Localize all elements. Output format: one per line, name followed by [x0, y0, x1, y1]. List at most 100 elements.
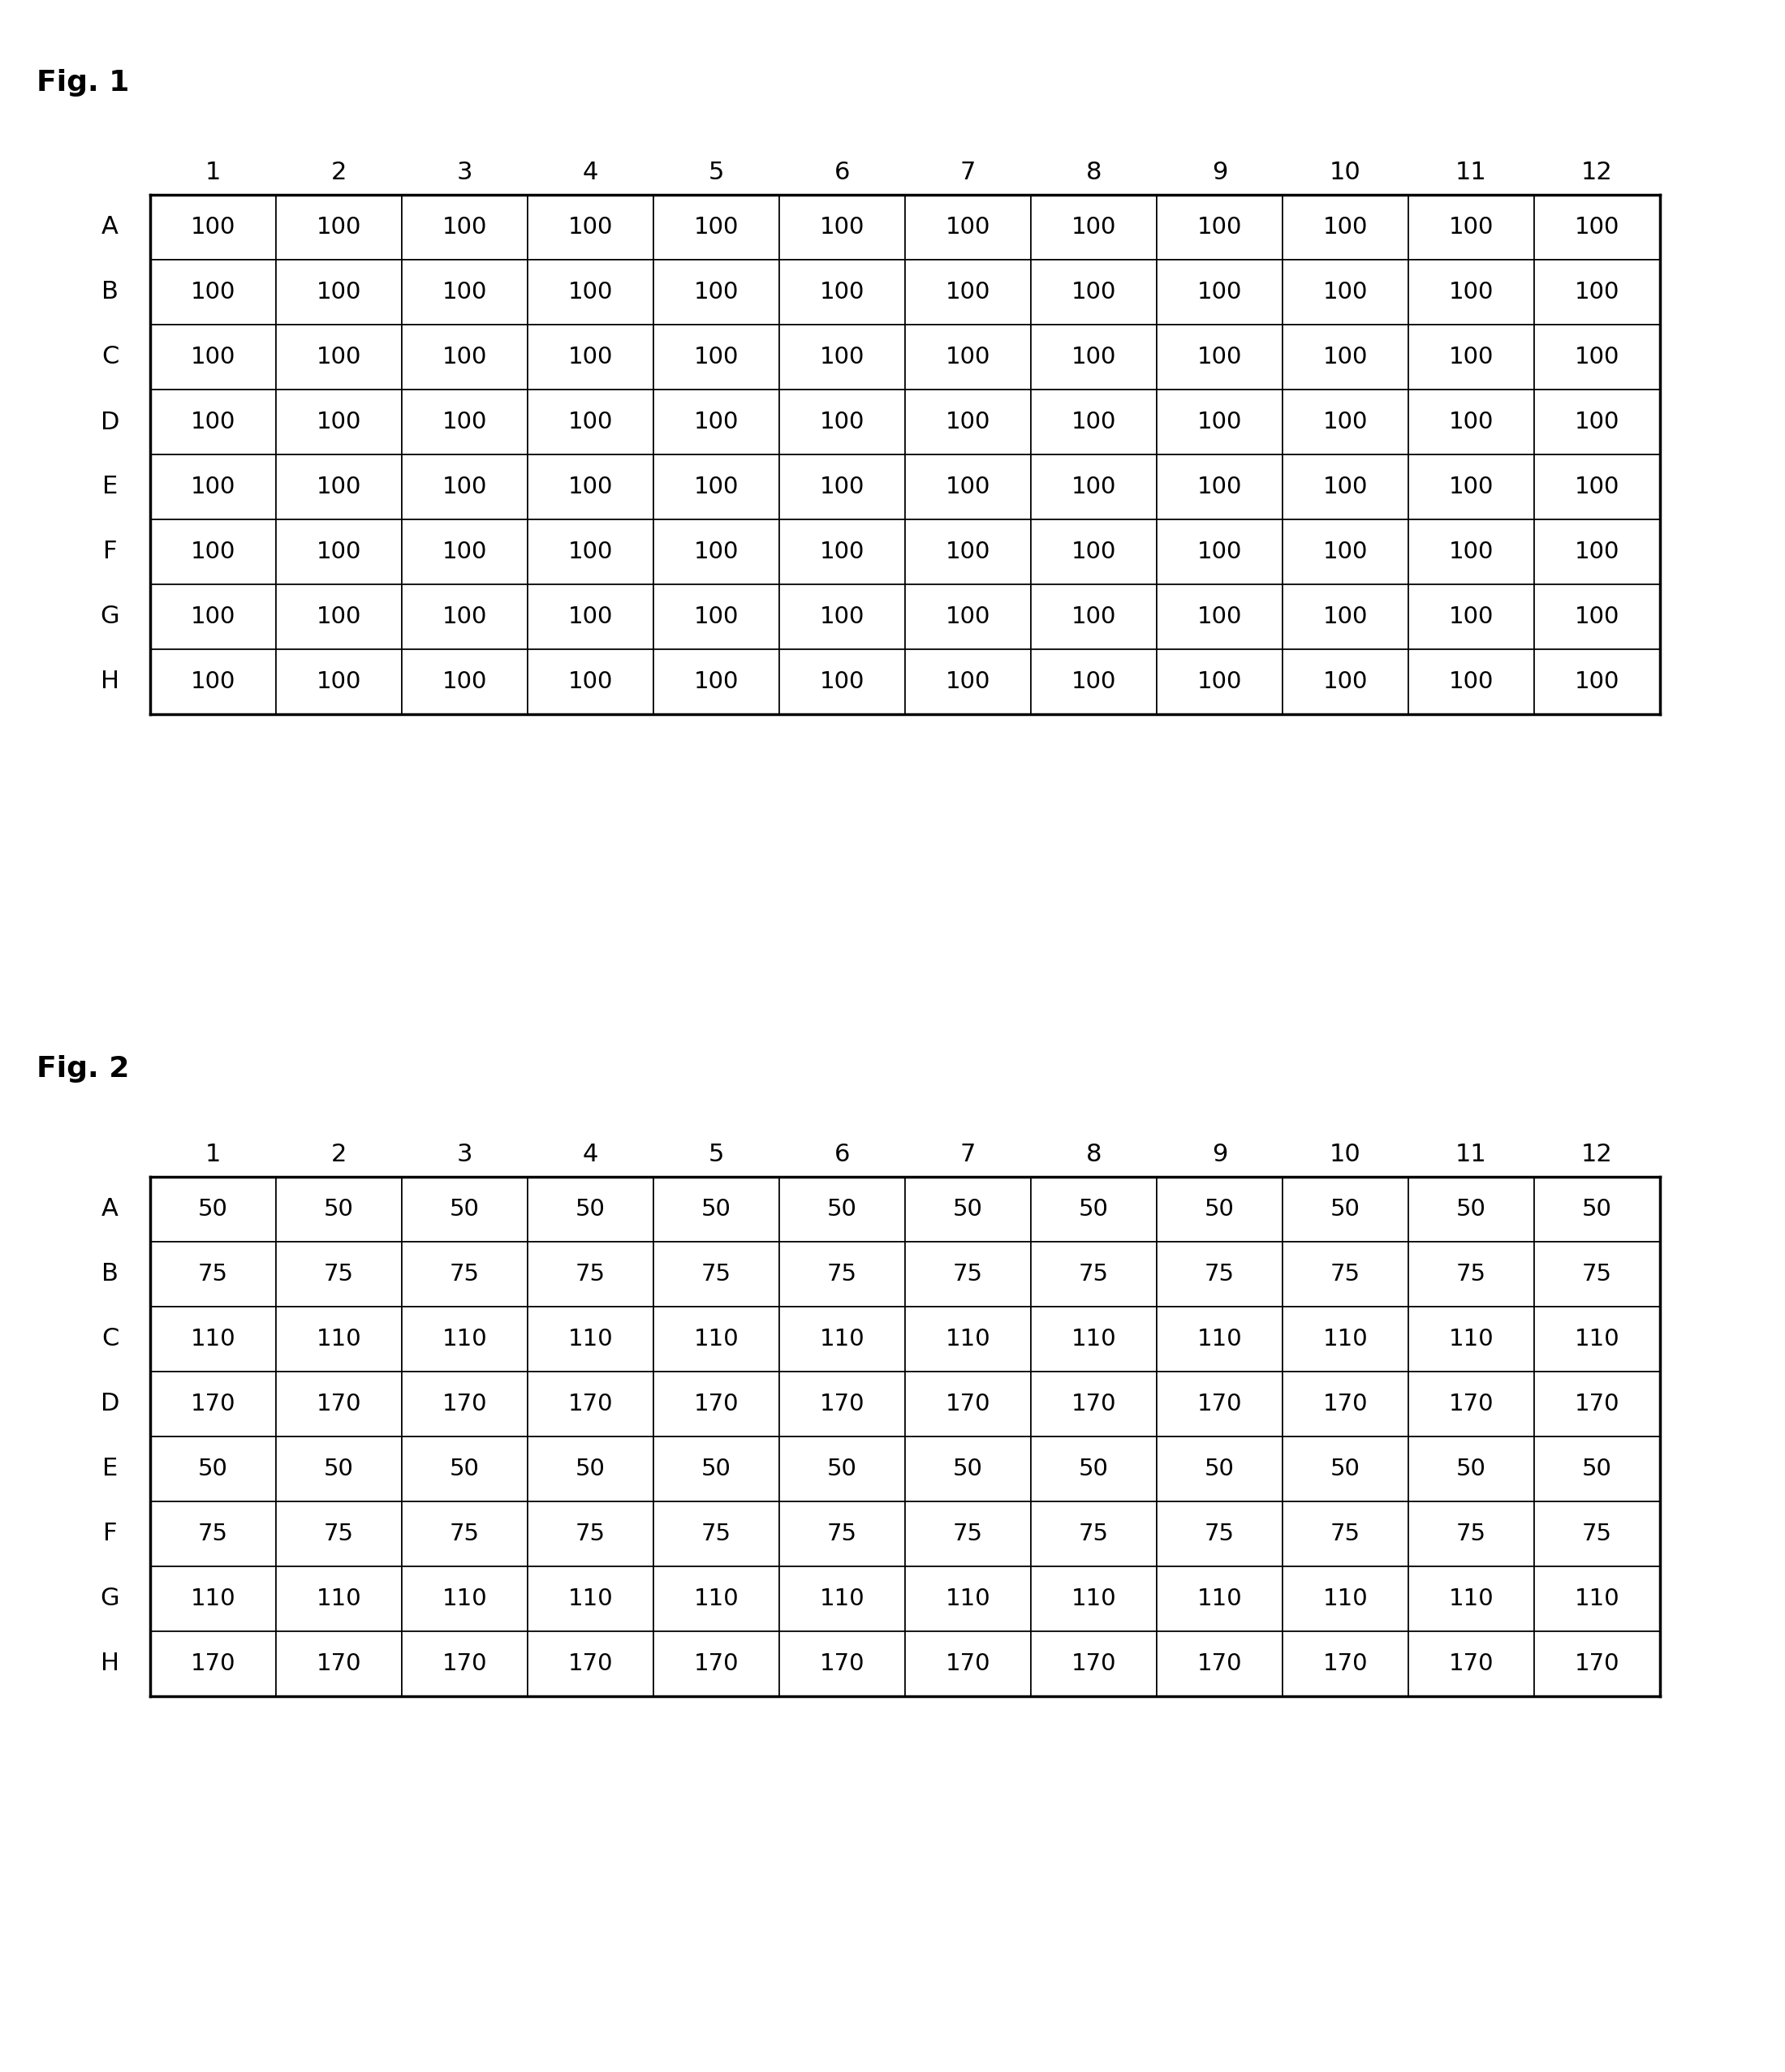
- Text: 9: 9: [1212, 162, 1228, 184]
- Text: 100: 100: [1449, 477, 1494, 499]
- Text: Fig. 2: Fig. 2: [36, 1055, 129, 1084]
- Text: 75: 75: [1582, 1262, 1612, 1285]
- Text: 2: 2: [330, 1144, 346, 1167]
- Text: 50: 50: [575, 1198, 605, 1220]
- Text: 75: 75: [1205, 1523, 1235, 1546]
- Text: 75: 75: [1078, 1523, 1108, 1546]
- Text: 4: 4: [582, 162, 598, 184]
- Text: G: G: [100, 1587, 120, 1610]
- Text: 110: 110: [1323, 1587, 1367, 1610]
- Text: 170: 170: [191, 1392, 236, 1415]
- Text: 100: 100: [946, 346, 991, 369]
- Text: 50: 50: [198, 1198, 228, 1220]
- Text: 50: 50: [953, 1198, 984, 1220]
- Text: 100: 100: [1574, 346, 1619, 369]
- Text: 100: 100: [568, 282, 612, 303]
- Text: 100: 100: [694, 541, 739, 564]
- Text: 100: 100: [694, 671, 739, 694]
- Text: 50: 50: [575, 1457, 605, 1479]
- Text: 75: 75: [1330, 1523, 1360, 1546]
- Text: 10: 10: [1330, 162, 1362, 184]
- Text: 50: 50: [323, 1457, 353, 1479]
- Text: 170: 170: [1574, 1392, 1619, 1415]
- Text: 100: 100: [191, 605, 236, 628]
- Text: 100: 100: [946, 477, 991, 499]
- Text: D: D: [100, 1392, 120, 1415]
- Text: 100: 100: [443, 282, 487, 303]
- Text: 100: 100: [946, 215, 991, 238]
- Text: 170: 170: [1449, 1651, 1494, 1674]
- Text: 170: 170: [1323, 1392, 1367, 1415]
- Text: 100: 100: [443, 346, 487, 369]
- Text: 50: 50: [1330, 1198, 1360, 1220]
- Text: 100: 100: [568, 541, 612, 564]
- Text: 170: 170: [1574, 1651, 1619, 1674]
- Text: 100: 100: [443, 671, 487, 694]
- Text: 100: 100: [694, 346, 739, 369]
- Text: 170: 170: [1071, 1392, 1116, 1415]
- Text: 100: 100: [694, 477, 739, 499]
- Text: 170: 170: [443, 1392, 487, 1415]
- Text: 100: 100: [819, 605, 864, 628]
- Text: 7: 7: [960, 162, 976, 184]
- Text: 100: 100: [191, 671, 236, 694]
- Text: 110: 110: [1323, 1328, 1367, 1351]
- Text: B: B: [102, 1262, 118, 1287]
- Text: 100: 100: [316, 215, 361, 238]
- Text: 75: 75: [323, 1523, 353, 1546]
- Text: 170: 170: [946, 1651, 991, 1674]
- Text: 100: 100: [1449, 346, 1494, 369]
- Text: 110: 110: [1449, 1328, 1494, 1351]
- Text: 50: 50: [1457, 1198, 1487, 1220]
- Text: B: B: [102, 280, 118, 305]
- Text: 110: 110: [191, 1328, 236, 1351]
- Text: 100: 100: [1574, 282, 1619, 303]
- Text: 100: 100: [191, 282, 236, 303]
- Text: 100: 100: [443, 215, 487, 238]
- Text: 100: 100: [1071, 410, 1116, 433]
- Text: 100: 100: [1449, 410, 1494, 433]
- Text: 10: 10: [1330, 1144, 1362, 1167]
- Text: 170: 170: [316, 1392, 361, 1415]
- Text: 50: 50: [1078, 1198, 1108, 1220]
- Text: 100: 100: [946, 541, 991, 564]
- Text: 100: 100: [1198, 671, 1242, 694]
- Text: 50: 50: [323, 1198, 353, 1220]
- Text: 75: 75: [1205, 1262, 1235, 1285]
- Text: 75: 75: [198, 1523, 228, 1546]
- Text: 100: 100: [443, 605, 487, 628]
- Text: 12: 12: [1582, 1144, 1614, 1167]
- Text: 110: 110: [191, 1587, 236, 1610]
- Text: E: E: [102, 474, 118, 499]
- Text: D: D: [100, 410, 120, 433]
- Text: 100: 100: [568, 477, 612, 499]
- Text: 100: 100: [819, 282, 864, 303]
- Text: 100: 100: [568, 410, 612, 433]
- Text: 170: 170: [191, 1651, 236, 1674]
- Text: 5: 5: [709, 1144, 725, 1167]
- Text: 100: 100: [316, 346, 361, 369]
- Text: 100: 100: [1574, 410, 1619, 433]
- Text: 75: 75: [450, 1523, 480, 1546]
- Text: H: H: [100, 669, 120, 694]
- Text: 110: 110: [1198, 1328, 1242, 1351]
- Text: 100: 100: [1574, 671, 1619, 694]
- Text: 170: 170: [694, 1392, 739, 1415]
- Text: 170: 170: [1198, 1651, 1242, 1674]
- Text: 50: 50: [826, 1198, 857, 1220]
- Text: 100: 100: [1449, 605, 1494, 628]
- Text: 50: 50: [953, 1457, 984, 1479]
- Text: 50: 50: [1457, 1457, 1487, 1479]
- Text: 100: 100: [1323, 671, 1367, 694]
- Text: 110: 110: [1574, 1328, 1619, 1351]
- Text: C: C: [102, 1328, 118, 1351]
- Text: 100: 100: [819, 671, 864, 694]
- Text: F: F: [104, 1523, 118, 1546]
- Text: 100: 100: [946, 282, 991, 303]
- Text: 100: 100: [316, 477, 361, 499]
- Text: 100: 100: [443, 477, 487, 499]
- Text: 110: 110: [819, 1587, 864, 1610]
- Text: 100: 100: [191, 541, 236, 564]
- Text: 50: 50: [1582, 1457, 1612, 1479]
- Text: 100: 100: [1198, 605, 1242, 628]
